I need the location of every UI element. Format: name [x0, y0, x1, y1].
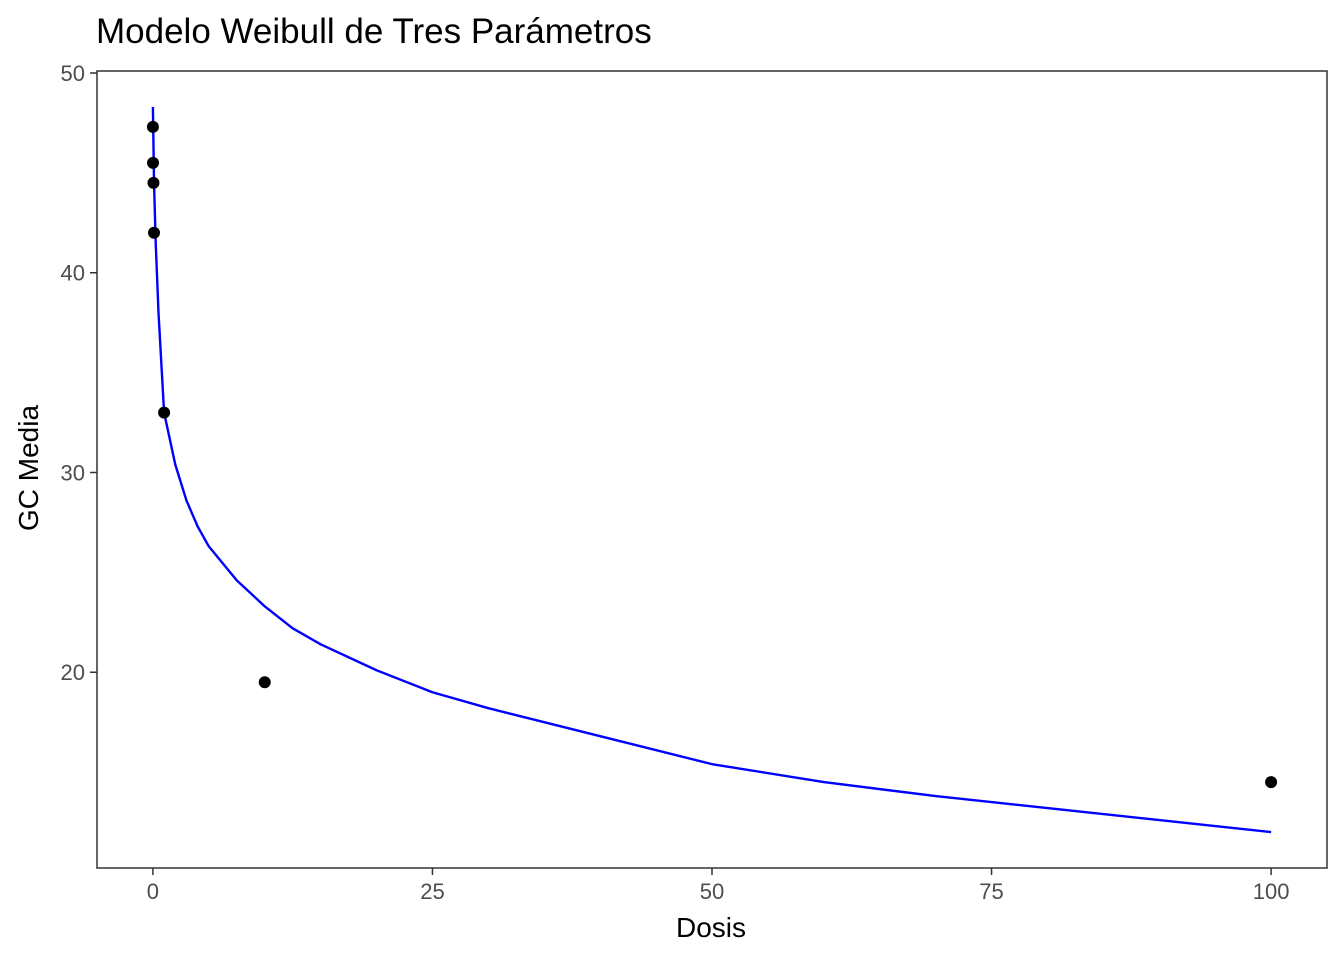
data-points-layer [146, 120, 1278, 789]
x-tick-label-0: 0 [147, 879, 159, 904]
y-tick-label-30: 30 [61, 460, 85, 485]
data-point-3 [148, 226, 161, 239]
x-axis-title: Dosis [676, 912, 746, 943]
y-axis: 20 30 40 50 [61, 61, 97, 685]
x-axis: 0 25 50 75 100 [147, 868, 1290, 904]
data-point-1 [147, 156, 160, 169]
data-point-2 [147, 176, 160, 189]
x-tick-label-75: 75 [979, 879, 1003, 904]
data-point-6 [1265, 776, 1278, 789]
fitted-curve-line [151, 106, 1272, 834]
chart-title: Modelo Weibull de Tres Parámetros [96, 12, 652, 51]
x-tick-label-100: 100 [1253, 879, 1290, 904]
plot-panel [96, 70, 1328, 869]
panel-background [97, 71, 1327, 868]
y-tick-label-50: 50 [61, 61, 85, 86]
y-axis-title: GC Media [13, 405, 44, 531]
y-tick-label-20: 20 [61, 660, 85, 685]
data-point-5 [258, 676, 271, 689]
x-tick-label-25: 25 [420, 879, 444, 904]
x-tick-label-50: 50 [700, 879, 724, 904]
data-point-0 [146, 120, 159, 133]
fitted-curve-layer [151, 106, 1272, 834]
data-point-4 [158, 406, 171, 419]
y-tick-label-40: 40 [61, 261, 85, 286]
